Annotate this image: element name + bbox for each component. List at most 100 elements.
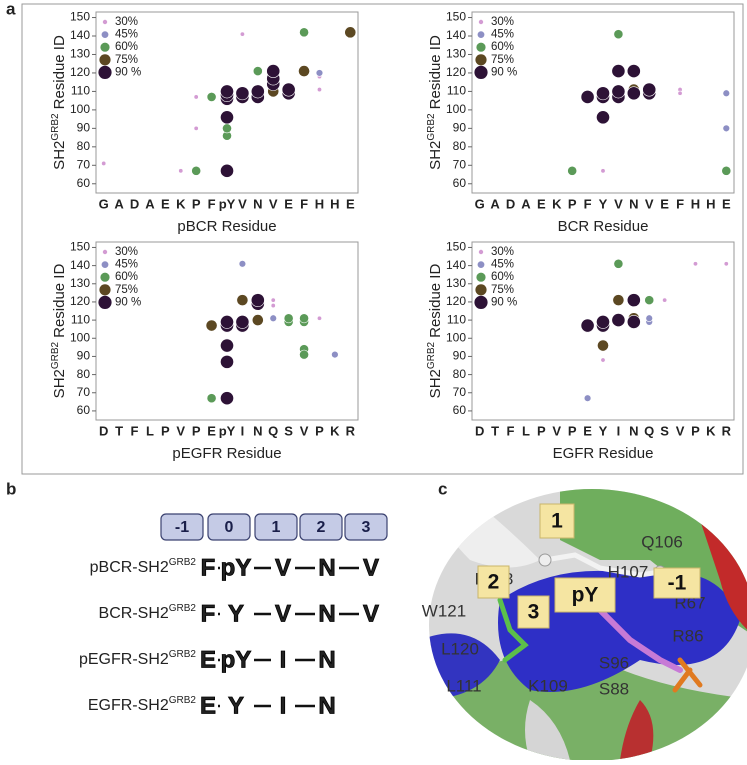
residue-label: L111 (446, 676, 481, 695)
y-tick-label: 100 (70, 330, 90, 344)
residue: V (275, 554, 291, 581)
bubble (626, 64, 641, 79)
residue-label: Q106 (641, 532, 683, 551)
legend-marker (100, 272, 110, 282)
x-tick-label: E (583, 423, 592, 438)
plot-area (95, 241, 359, 421)
bubble (235, 86, 250, 101)
x-tick-label: K (706, 423, 716, 438)
legend-marker (478, 249, 484, 255)
x-tick-label: F (507, 423, 515, 438)
bubble (611, 313, 626, 328)
y-tick-label: 120 (70, 294, 90, 308)
x-tick-label: A (114, 196, 124, 211)
bubble (220, 163, 234, 178)
x-tick-label: E (284, 196, 293, 211)
site-box (539, 503, 575, 539)
site-box (554, 577, 616, 613)
legend-marker (477, 31, 485, 38)
y-axis-title-sup: GRB2 (50, 113, 61, 141)
x-tick-label: S (660, 423, 669, 438)
x-tick-label: E (722, 196, 731, 211)
bubble (281, 82, 296, 97)
y-tick-label: 110 (447, 84, 466, 98)
legend-label: 45% (115, 259, 138, 271)
bubble (645, 314, 653, 322)
y-axis-title: SH2GRB2 Residue ID (426, 264, 444, 399)
bubble (178, 168, 184, 174)
y-tick-label: 100 (446, 102, 466, 116)
panel-label: b (6, 479, 16, 498)
y-axis-title-part: SH2 (427, 369, 444, 398)
legend-marker (475, 284, 487, 296)
bubble (626, 86, 641, 101)
bubble (250, 84, 265, 99)
residue-label: H107 (608, 562, 649, 581)
legend-label: 30% (491, 246, 514, 258)
bubble (206, 393, 217, 404)
bubble (723, 261, 729, 267)
site-label: 1 (551, 510, 563, 533)
legend-marker (98, 65, 112, 79)
bubble (626, 293, 641, 308)
x-tick-label: V (614, 196, 623, 211)
bubble (597, 339, 609, 352)
y-tick-label: 100 (446, 330, 466, 344)
y-axis-title: SH2GRB2 Residue ID (50, 264, 68, 399)
bubble (600, 168, 606, 174)
bubble (611, 64, 626, 79)
x-tick-label: P (315, 423, 324, 438)
row-label-part: BCR-SH2 (99, 605, 169, 622)
x-tick-label: P (691, 423, 700, 438)
site-box (653, 567, 701, 599)
bubble (238, 260, 247, 268)
position-label: 1 (272, 519, 281, 536)
position-label: -1 (175, 519, 189, 536)
x-tick-label: K (330, 423, 340, 438)
residue: Y (228, 600, 244, 627)
residue: pY (221, 646, 252, 673)
x-tick-label: N (253, 196, 262, 211)
legend-label: 45% (115, 29, 138, 41)
residue-label: S96 (599, 653, 629, 672)
x-tick-label: V (676, 423, 685, 438)
y-axis-title-part: SH2 (427, 141, 444, 170)
bubble (316, 315, 322, 321)
x-tick-label: P (161, 423, 170, 438)
bubble (596, 315, 610, 329)
x-axis-title: pEGFR Residue (172, 445, 281, 462)
plot-area (471, 11, 735, 194)
legend-marker (474, 65, 488, 79)
x-tick-label: V (176, 423, 185, 438)
bubble (644, 295, 655, 306)
x-tick-label: P (568, 196, 577, 211)
legend-marker (476, 272, 486, 282)
row-label: EGFR-SH2GRB2 (88, 695, 197, 715)
legend-marker (98, 295, 112, 309)
x-tick-label: Y (599, 196, 608, 211)
x-tick-label: R (722, 423, 732, 438)
bubble (220, 84, 234, 99)
bubble (266, 64, 281, 79)
residue: N (318, 646, 335, 673)
residue: E (200, 646, 216, 673)
bubble (220, 315, 234, 329)
y-tick-label: 140 (70, 28, 90, 42)
x-tick-label: A (490, 196, 500, 211)
panel-label: a (6, 0, 16, 18)
legend-label: 75% (115, 284, 138, 296)
y-tick-label: 70 (453, 385, 467, 399)
y-tick-label: 90 (453, 121, 467, 135)
x-tick-label: F (131, 423, 139, 438)
y-tick-label: 130 (446, 276, 466, 290)
row-label-part: pEGFR-SH2 (79, 651, 169, 668)
x-axis-title: pBCR Residue (177, 218, 276, 235)
legend-label: 45% (491, 259, 514, 271)
bubble (269, 314, 277, 322)
bubble (596, 86, 610, 101)
row-label-sup: GRB2 (169, 603, 197, 614)
y-tick-label: 140 (446, 28, 466, 42)
legend-label: 90 % (491, 296, 517, 308)
residue: pY (221, 554, 252, 581)
